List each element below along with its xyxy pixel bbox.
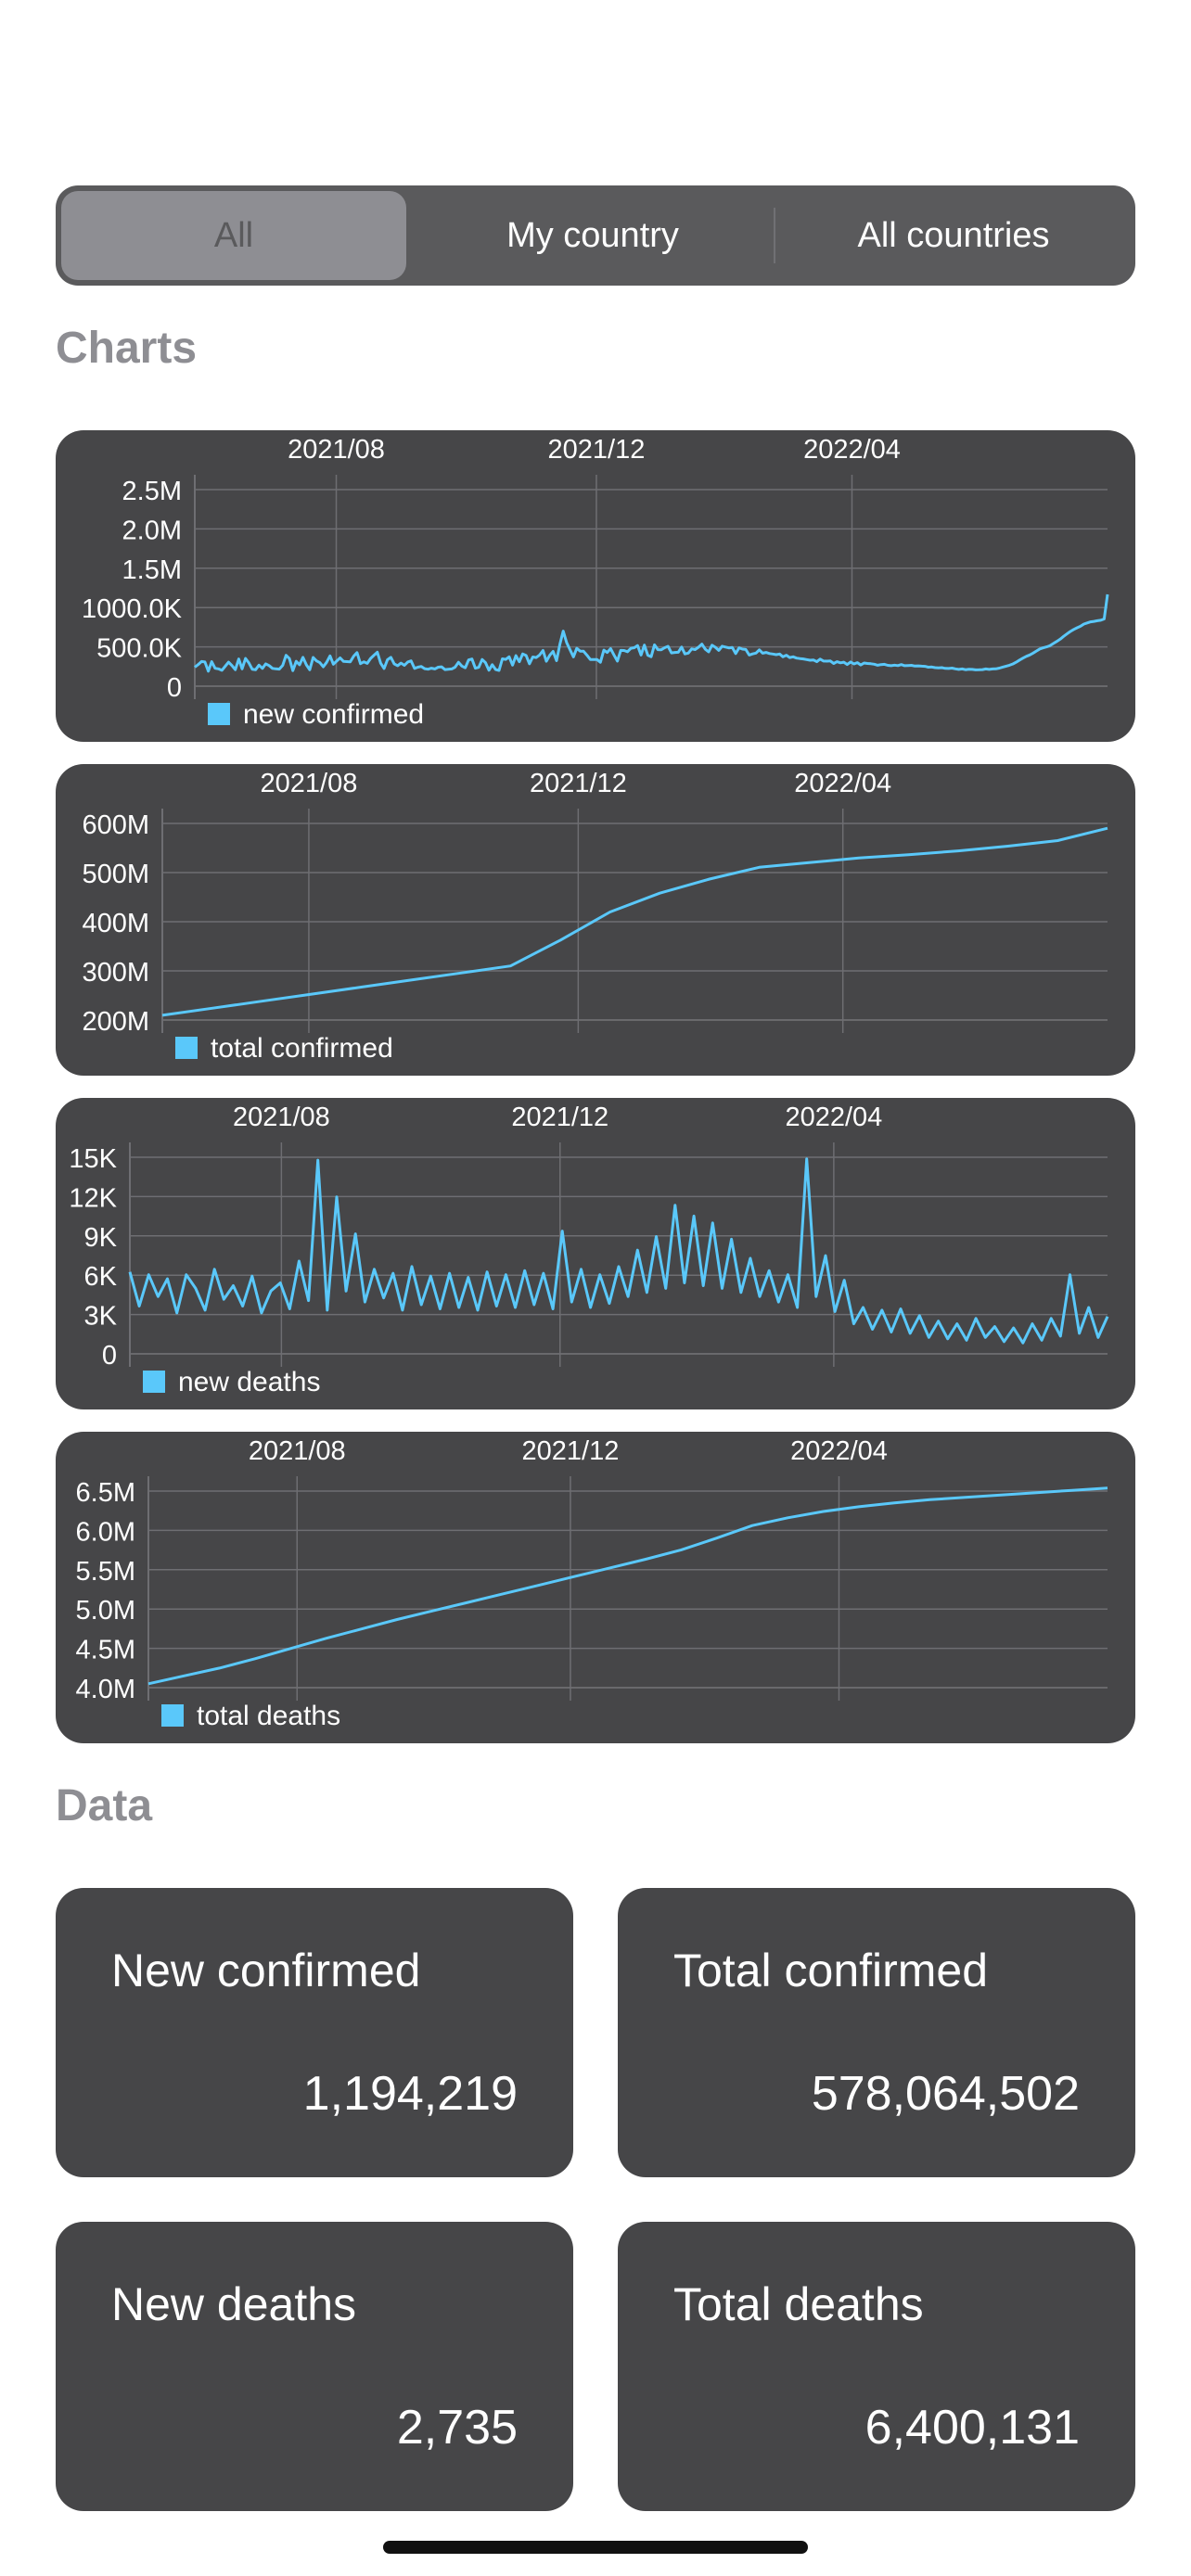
series-line: [147, 1486, 1108, 1686]
chart-total-deaths: 6.5M 6.0M 5.5M 5.0M 4.5M 4.0M 2021/08 2021/12 20…: [56, 1432, 1135, 1743]
y-tick-label: 500.0K: [96, 634, 183, 664]
y-tick-label: 200M: [82, 1007, 149, 1037]
y-tick-label: 600M: [82, 810, 149, 840]
x-tick-label: 2021/12: [548, 435, 646, 465]
total-deaths-card: Total deaths 6,400,131: [618, 2222, 1135, 2511]
new-confirmed-card: New confirmed 1,194,219: [56, 1888, 573, 2177]
card-value: 578,064,502: [811, 2067, 1080, 2121]
legend-label: total deaths: [197, 1701, 340, 1731]
y-tick-label: 9K: [84, 1223, 118, 1253]
card-label: Total confirmed: [673, 1945, 989, 1996]
y-tick-label: 2.5M: [122, 477, 182, 506]
y-tick-label: 6.0M: [76, 1517, 135, 1547]
card-label: New confirmed: [111, 1945, 421, 1996]
legend-label: new confirmed: [243, 699, 424, 730]
card-value: 1,194,219: [302, 2067, 518, 2121]
x-tick-label: 2022/04: [803, 435, 901, 465]
chart-svg: 6.5M 6.0M 5.5M 5.0M 4.5M 4.0M 2021/08 2021/12 20…: [76, 1436, 1108, 1731]
tab-all-countries[interactable]: All countries: [857, 216, 1050, 255]
charts-section-title: Charts: [56, 324, 198, 373]
chart-svg: 600M 500M 400M 300M 200M 2021/08 2021/12 2022/0…: [82, 769, 1108, 1064]
y-tick-label: 15K: [69, 1144, 117, 1174]
series-line: [161, 826, 1108, 1017]
x-tick-label: 2021/08: [261, 769, 358, 798]
x-tick-label: 2022/04: [794, 769, 891, 798]
chart-new-deaths: 15K 12K 9K 6K 3K 0 2021/08 2021/12 2022/04 new de…: [56, 1098, 1135, 1409]
y-tick-label: 500M: [82, 860, 149, 889]
legend-label: total confirmed: [211, 1033, 393, 1064]
y-tick-label: 300M: [82, 958, 149, 988]
home-indicator[interactable]: [383, 2541, 808, 2554]
scope-segmented-control: All My country All countries: [56, 185, 1135, 286]
legend-swatch: [161, 1704, 184, 1727]
data-section-title: Data: [56, 1781, 153, 1830]
series-line: [194, 593, 1109, 673]
x-tick-label: 2021/12: [511, 1103, 608, 1132]
tab-my-country[interactable]: My country: [506, 216, 679, 255]
y-tick-label: 3K: [84, 1302, 118, 1332]
x-tick-label: 2021/08: [288, 435, 385, 465]
y-tick-label: 1.5M: [122, 555, 182, 585]
x-tick-label: 2021/08: [249, 1436, 346, 1466]
x-tick-label: 2022/04: [790, 1436, 888, 1466]
x-tick-label: 2021/08: [233, 1103, 330, 1132]
segment-divider: [774, 208, 775, 263]
legend-swatch: [208, 703, 230, 725]
total-confirmed-card: Total confirmed 578,064,502: [618, 1888, 1135, 2177]
legend-swatch: [143, 1371, 165, 1393]
y-tick-label: 6K: [84, 1262, 118, 1292]
card-value: 6,400,131: [864, 2401, 1080, 2455]
x-tick-label: 2021/12: [530, 769, 627, 798]
new-deaths-card: New deaths 2,735: [56, 2222, 573, 2511]
card-value: 2,735: [396, 2401, 518, 2455]
x-tick-label: 2022/04: [785, 1103, 882, 1132]
series-line: [128, 1157, 1109, 1345]
y-tick-label: 12K: [69, 1183, 117, 1213]
legend-label: new deaths: [178, 1367, 320, 1397]
chart-new-confirmed: 2.5M 2.0M 1.5M 1000.0K 500.0K 0 2021/08 2021/12…: [56, 430, 1135, 742]
y-tick-label: 6.5M: [76, 1478, 135, 1508]
card-label: New deaths: [111, 2278, 357, 2330]
y-tick-label: 0: [167, 673, 182, 703]
y-tick-label: 2.0M: [122, 516, 182, 545]
y-tick-label: 0: [102, 1341, 117, 1371]
y-tick-label: 4.5M: [76, 1636, 135, 1665]
y-tick-label: 1000.0K: [82, 594, 183, 624]
y-tick-label: 400M: [82, 909, 149, 938]
y-tick-label: 4.0M: [76, 1675, 135, 1704]
chart-total-confirmed: 600M 500M 400M 300M 200M 2021/08 2021/12 2022/0…: [56, 764, 1135, 1076]
x-tick-label: 2021/12: [522, 1436, 620, 1466]
card-label: Total deaths: [673, 2278, 924, 2330]
chart-svg: 15K 12K 9K 6K 3K 0 2021/08 2021/12 2022/04 new de…: [69, 1103, 1109, 1397]
y-tick-label: 5.0M: [76, 1596, 135, 1626]
tab-all[interactable]: All: [61, 191, 406, 280]
legend-swatch: [175, 1037, 198, 1059]
y-tick-label: 5.5M: [76, 1557, 135, 1587]
chart-svg: 2.5M 2.0M 1.5M 1000.0K 500.0K 0 2021/08 2021/12…: [82, 435, 1109, 730]
